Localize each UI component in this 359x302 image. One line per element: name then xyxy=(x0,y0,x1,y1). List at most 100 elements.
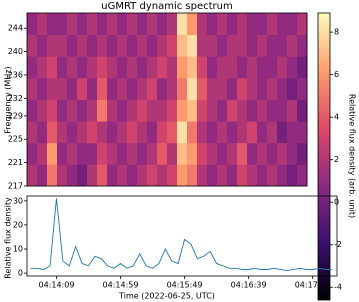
heatmap-cell xyxy=(57,77,68,100)
heatmap-cell xyxy=(67,142,78,165)
heatmap-cell xyxy=(237,34,248,57)
y-axis-label: Relative flux density xyxy=(4,197,13,279)
heatmap-cell xyxy=(227,13,238,36)
heatmap-cell xyxy=(107,164,118,187)
heatmap-cell xyxy=(167,56,178,79)
heatmap-cell xyxy=(57,142,68,165)
heatmap-cell xyxy=(67,77,78,100)
heatmap-cell xyxy=(117,164,128,187)
heatmap-cell xyxy=(167,164,178,187)
heatmap-cell xyxy=(177,121,188,144)
heatmap-cell xyxy=(197,56,208,79)
y-tick-label: 30 xyxy=(13,196,23,205)
heatmap-cell xyxy=(237,142,248,165)
heatmap-cell xyxy=(257,77,268,100)
heatmap-cell xyxy=(277,56,288,79)
heatmap-cell xyxy=(167,99,178,122)
heatmap-cell xyxy=(97,99,108,122)
plot-frame xyxy=(26,12,308,187)
heatmap-cell xyxy=(267,13,278,36)
heatmap-cell xyxy=(257,13,268,36)
heatmap-cell xyxy=(187,56,198,79)
y-tick-label: 20 xyxy=(13,220,23,229)
x-tick-label: 04:17:29 xyxy=(295,281,331,290)
heatmap-cell xyxy=(137,56,148,79)
heatmap-cell xyxy=(207,99,218,122)
heatmap-cell xyxy=(277,13,288,36)
heatmap-cell xyxy=(117,56,128,79)
heatmap-cell xyxy=(67,34,78,57)
heatmap-cell xyxy=(267,164,278,187)
heatmap-cell xyxy=(207,56,218,79)
heatmap-cell xyxy=(67,13,78,36)
y-tick-label: 232 xyxy=(8,94,23,103)
heatmap-cell xyxy=(147,34,158,57)
heatmap-cell xyxy=(87,164,98,187)
heatmap-cell xyxy=(207,34,218,57)
heatmap-cell xyxy=(57,99,68,122)
heatmap-cell xyxy=(117,142,128,165)
heatmap-cell xyxy=(197,99,208,122)
x-tick-label: 04:14:09 xyxy=(38,281,74,290)
heatmap-cell xyxy=(77,13,88,36)
heatmap-cell xyxy=(277,164,288,187)
heatmap-cell xyxy=(87,34,98,57)
y-tick-label: 229 xyxy=(8,111,23,120)
heatmap-cell xyxy=(77,142,88,165)
heatmap-cell xyxy=(197,34,208,57)
heatmap-cell xyxy=(77,121,88,144)
heatmap-cell xyxy=(137,142,148,165)
heatmap-cell xyxy=(37,99,48,122)
heatmap-cell xyxy=(287,34,298,57)
y-tick-label: 240 xyxy=(8,47,23,56)
colorbar-tick-label: 0 xyxy=(334,198,339,207)
y-tick-label: 244 xyxy=(8,24,23,33)
heatmap-cell xyxy=(107,99,118,122)
heatmap-cell xyxy=(207,121,218,144)
heatmap-cell xyxy=(57,121,68,144)
heatmap-cell xyxy=(217,164,228,187)
heatmap-cell xyxy=(67,99,78,122)
y-tick-label: 221 xyxy=(8,158,23,167)
y-tick-label: 10 xyxy=(13,245,23,254)
heatmap-cell xyxy=(277,34,288,57)
heatmap-cell xyxy=(57,56,68,79)
heatmap-cell xyxy=(287,99,298,122)
heatmap-cell xyxy=(87,77,98,100)
heatmap-cell xyxy=(187,34,198,57)
heatmap-cell xyxy=(27,13,38,36)
heatmap-cell xyxy=(87,121,98,144)
heatmap-cell xyxy=(247,13,258,36)
heatmap-cell xyxy=(77,34,88,57)
heatmap-cell xyxy=(107,13,118,36)
heatmap-cell xyxy=(97,13,108,36)
heatmap-cell xyxy=(47,13,58,36)
heatmap-cell xyxy=(137,121,148,144)
heatmap-cell xyxy=(177,34,188,57)
heatmap-cell xyxy=(107,56,118,79)
heatmap-cell xyxy=(237,56,248,79)
heatmap-cell xyxy=(257,34,268,57)
heatmap-cell xyxy=(297,164,308,187)
heatmap-cell xyxy=(257,142,268,165)
heatmap-cell xyxy=(177,56,188,79)
heatmap-cell xyxy=(217,13,228,36)
heatmap-cell xyxy=(297,142,308,165)
heatmap-cell xyxy=(57,13,68,36)
heatmap-cell xyxy=(287,13,298,36)
y-tick-label: 0 xyxy=(18,269,23,278)
heatmap-cell xyxy=(87,99,98,122)
heatmap-cell xyxy=(107,77,118,100)
heatmap-cell xyxy=(97,56,108,79)
colorbar-label: Relative flux density (arb. unit) xyxy=(348,94,357,218)
chart-title: uGMRT dynamic spectrum xyxy=(101,1,232,12)
heatmap-cell xyxy=(77,56,88,79)
heatmap-cell xyxy=(167,13,178,36)
heatmap-cell xyxy=(157,34,168,57)
colorbar xyxy=(317,12,331,301)
heatmap-cell xyxy=(297,99,308,122)
colorbar-tick-label: 2 xyxy=(334,155,339,164)
heatmap-cell xyxy=(117,34,128,57)
heatmap-cell xyxy=(97,164,108,187)
heatmap-cell xyxy=(37,77,48,100)
